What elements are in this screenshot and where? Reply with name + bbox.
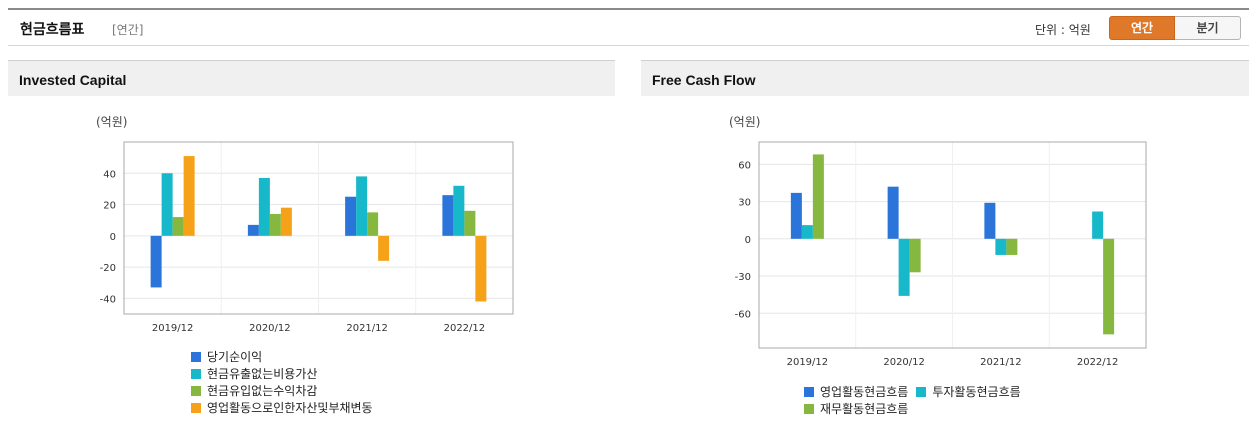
legend-swatch <box>191 368 201 379</box>
legend-label: 현금유입없는수익차감 <box>207 384 318 398</box>
bar <box>247 224 259 236</box>
x-tick-label: 2021/12 <box>980 357 1022 368</box>
bar <box>790 192 802 239</box>
bar <box>378 235 390 261</box>
bar <box>367 212 379 236</box>
bar <box>1103 238 1115 335</box>
x-tick-label: 2022/12 <box>1077 357 1119 368</box>
x-tick-label: 2020/12 <box>249 323 291 334</box>
legend-item: 당기순이익 <box>191 348 373 365</box>
invested-capital-panel: Invested Capital (억원) 40 20 0 -20 -40 2019/12 2… <box>8 60 615 428</box>
bar <box>995 238 1007 255</box>
legend-label: 현금유출없는비용가산 <box>207 367 318 381</box>
x-tick-label: 2019/12 <box>152 323 194 334</box>
bar <box>1092 211 1104 239</box>
bar <box>1006 238 1018 255</box>
bar <box>812 154 824 239</box>
bar <box>453 185 465 236</box>
bar <box>475 235 487 302</box>
legend-item: 영업활동현금흐름 <box>804 383 908 400</box>
plot-frame <box>123 141 514 315</box>
y-tick-label: -40 <box>100 294 116 305</box>
page-subtitle: [연간] <box>112 23 144 37</box>
unit-label: 단위 : 억원 <box>1035 23 1091 37</box>
bar <box>280 207 292 236</box>
y-tick-label: -20 <box>100 263 116 274</box>
bar <box>183 156 195 236</box>
x-tick-label: 2022/12 <box>444 323 486 334</box>
legend-item: 현금유입없는수익차감 <box>191 382 373 399</box>
bar <box>150 235 162 288</box>
bar <box>442 195 454 236</box>
legend-swatch <box>191 385 201 396</box>
free-cash-flow-header: Free Cash Flow <box>641 60 1249 96</box>
bar <box>909 238 921 273</box>
annual-toggle-button[interactable]: 연간 <box>1109 16 1175 40</box>
bar <box>984 202 996 239</box>
free-cash-flow-chart: (억원) 60 30 0 -30 -60 2019/12 2020/12 2021/12 2022… <box>729 115 1147 368</box>
legend-label: 영업활동현금흐름 <box>820 385 909 399</box>
x-tick-label: 2021/12 <box>346 323 388 334</box>
bar <box>258 177 270 236</box>
legend-swatch <box>804 386 814 397</box>
legend-swatch <box>191 351 201 362</box>
legend-label: 영업활동으로인한자산및부채변동 <box>207 401 373 415</box>
legend-swatch <box>191 402 201 413</box>
invested-capital-title: Invested Capital <box>19 72 127 88</box>
bar <box>161 173 173 236</box>
x-tick-label: 2019/12 <box>787 357 829 368</box>
legend-swatch <box>916 386 927 397</box>
legend-label: 당기순이익 <box>207 350 263 364</box>
bar <box>898 238 910 296</box>
period-toggle: 연간 분기 <box>1109 16 1241 40</box>
quarterly-toggle-button[interactable]: 분기 <box>1175 16 1241 40</box>
free-cash-flow-panel: Free Cash Flow (억원) 60 30 0 -30 -60 2019/12 202… <box>641 60 1249 428</box>
y-tick-label: -60 <box>735 309 751 320</box>
legend-item: 투자활동현금흐름 <box>916 383 1021 400</box>
bar <box>269 213 281 236</box>
legend-label: 재무활동현금흐름 <box>820 402 909 416</box>
bar <box>356 176 368 236</box>
y-tick-label: -30 <box>735 272 751 283</box>
invested-capital-chart: (억원) 40 20 0 -20 -40 2019/12 2020/12 2021/12 2022… <box>96 115 514 334</box>
legend-item: 현금유출없는비용가산 <box>191 365 373 382</box>
y-tick-label: 0 <box>745 235 751 246</box>
unit-label: (억원) <box>96 115 127 129</box>
page-header: 현금흐름표 [연간] 단위 : 억원 연간 분기 <box>8 8 1249 46</box>
y-tick-label: 60 <box>738 160 751 171</box>
bar <box>801 225 813 239</box>
free-cash-flow-title: Free Cash Flow <box>652 72 756 88</box>
y-tick-label: 20 <box>103 201 116 212</box>
invested-capital-header: Invested Capital <box>8 60 615 96</box>
bar <box>464 210 476 236</box>
bar <box>345 196 357 236</box>
bar <box>887 186 899 239</box>
plot-frame <box>758 141 1147 349</box>
bar <box>172 217 184 236</box>
legend-label: 투자활동현금흐름 <box>932 385 1021 399</box>
y-tick-label: 30 <box>738 198 751 209</box>
legend-item: 재무활동현금흐름 <box>804 400 908 417</box>
unit-label: (억원) <box>729 115 760 129</box>
legend-swatch <box>804 403 814 414</box>
legend-item: 영업활동으로인한자산및부채변동 <box>191 399 373 416</box>
y-tick-label: 40 <box>103 169 116 180</box>
page-title: 현금흐름표 <box>20 22 85 38</box>
x-tick-label: 2020/12 <box>883 357 925 368</box>
y-tick-label: 0 <box>110 232 116 243</box>
